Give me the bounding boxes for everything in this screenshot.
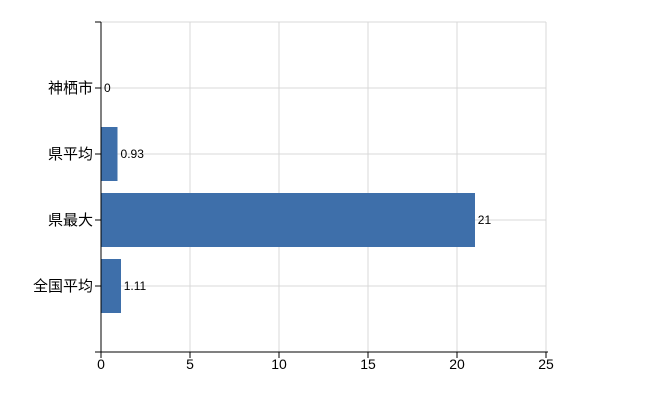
x-tick-label: 15 [360, 356, 376, 372]
category-label: 県最大 [48, 212, 93, 229]
value-label: 0.93 [121, 147, 145, 161]
bar-県最大 [101, 193, 475, 247]
value-label: 1.11 [124, 279, 147, 293]
x-tick-label: 0 [97, 356, 105, 372]
x-tick-label: 20 [449, 356, 465, 372]
x-tick-label: 25 [538, 356, 554, 372]
bar-県平均 [101, 127, 118, 181]
value-label: 21 [478, 213, 492, 227]
category-label: 神栖市 [48, 80, 93, 97]
category-label: 全国平均 [33, 277, 93, 295]
value-label: 0 [104, 81, 111, 95]
x-tick-label: 5 [186, 356, 194, 372]
category-label: 県平均 [48, 146, 93, 163]
x-tick-label: 10 [271, 356, 287, 372]
bar-全国平均 [101, 259, 121, 313]
